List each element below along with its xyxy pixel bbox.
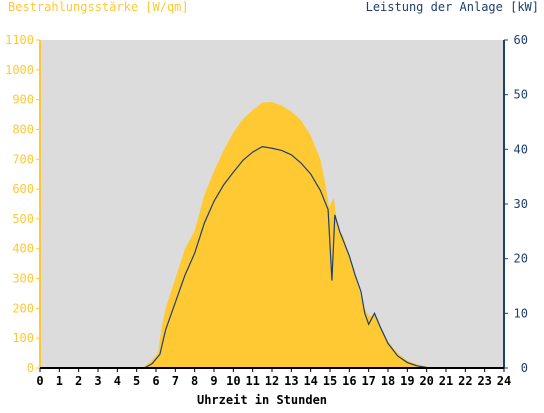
left-tick-label: 400: [12, 242, 34, 256]
line-layer: [40, 145, 504, 369]
left-tick-label: 800: [12, 122, 34, 136]
x-tick-label: 18: [381, 374, 395, 388]
right-tick-label: 40: [514, 142, 528, 156]
left-tick-label: 0: [27, 361, 34, 375]
x-tick-label: 24: [497, 374, 511, 388]
right-tick-label: 10: [514, 306, 528, 320]
x-tick-label: 8: [191, 374, 198, 388]
left-tick-label: 700: [12, 152, 34, 166]
x-tick-label: 6: [152, 374, 159, 388]
x-tick-label: 15: [323, 374, 337, 388]
x-tick-label: 16: [342, 374, 356, 388]
area-layer: [40, 102, 504, 369]
left-tick-label: 100: [12, 331, 34, 345]
right-tick-label: 50: [514, 88, 528, 102]
left-tick-label: 300: [12, 272, 34, 286]
x-tick-label: 10: [226, 374, 240, 388]
x-tick-label: 3: [94, 374, 101, 388]
x-tick-label: 14: [303, 374, 317, 388]
x-tick-label: 5: [133, 374, 140, 388]
left-tick-label: 200: [12, 301, 34, 315]
left-axis-title: Bestrahlungsstärke [W/qm]: [8, 0, 189, 14]
x-tick-label: 12: [265, 374, 279, 388]
right-tick-label: 0: [521, 361, 528, 375]
x-tick-label: 21: [439, 374, 453, 388]
right-tick-label: 30: [514, 197, 528, 211]
power-line-series: [40, 145, 504, 369]
x-tick-label: 9: [210, 374, 217, 388]
right-tick-label: 20: [514, 252, 528, 266]
left-tick-label: 900: [12, 93, 34, 107]
right-axis-title: Leistung der Anlage [kW]: [366, 0, 539, 14]
x-axis-title: Uhrzeit in Stunden: [197, 393, 327, 407]
x-tick-label: 13: [284, 374, 298, 388]
x-tick-label: 7: [172, 374, 179, 388]
left-tick-label: 1000: [5, 63, 34, 77]
x-tick-label: 11: [245, 374, 259, 388]
left-tick-label: 600: [12, 182, 34, 196]
x-tick-label: 17: [361, 374, 375, 388]
x-tick-label: 0: [36, 374, 43, 388]
x-tick-label: 20: [419, 374, 433, 388]
axis-layer: 0100200300400500600700800900100011000102…: [5, 33, 528, 388]
right-tick-label: 60: [514, 33, 528, 47]
irradiance-area-series: [40, 102, 504, 369]
x-tick-label: 2: [75, 374, 82, 388]
x-tick-label: 22: [458, 374, 472, 388]
x-tick-label: 4: [114, 374, 121, 388]
x-tick-label: 19: [400, 374, 414, 388]
left-tick-label: 500: [12, 212, 34, 226]
x-tick-label: 1: [56, 374, 63, 388]
left-tick-label: 1100: [5, 33, 34, 47]
x-tick-label: 23: [477, 374, 491, 388]
